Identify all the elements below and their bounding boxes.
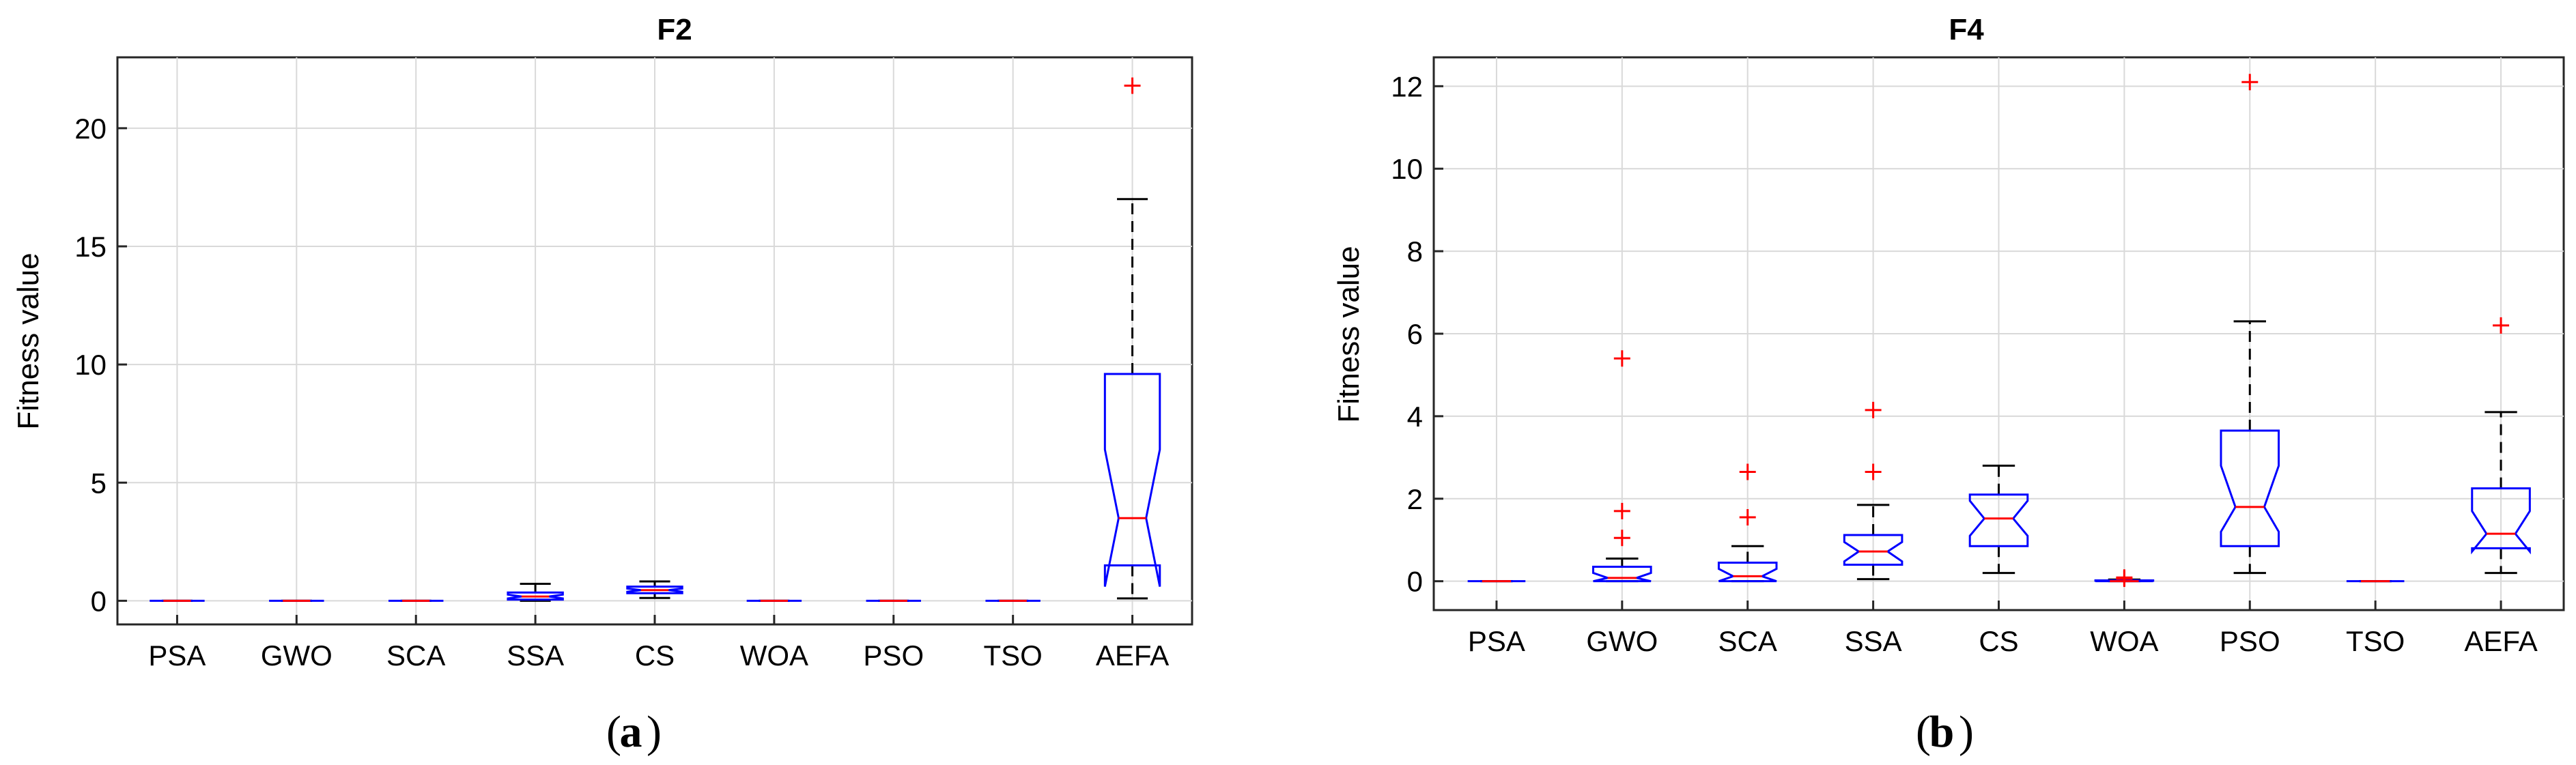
box-body xyxy=(2094,579,2155,583)
box-body xyxy=(1968,493,2029,547)
x-axis: PSA GWO SCA SSA CS WOA PSO TSO AEFA xyxy=(148,615,1169,672)
y-tick-label: 10 xyxy=(1391,153,1423,185)
x-tick-label: SCA xyxy=(386,639,445,672)
svg-text:(: ( xyxy=(606,707,621,757)
boxes xyxy=(1467,74,2531,588)
outlier-marker xyxy=(1739,463,1756,480)
outlier-marker xyxy=(1124,77,1141,94)
outlier-marker xyxy=(2116,569,2133,586)
box-cs xyxy=(1968,464,2029,575)
outlier-marker xyxy=(1613,350,1630,367)
y-tick-label: 4 xyxy=(1407,401,1423,433)
box-body xyxy=(2471,487,2531,555)
panel-letter: a xyxy=(620,707,642,757)
chart-title: F4 xyxy=(1949,13,1984,46)
outlier-marker xyxy=(1865,401,1882,418)
y-tick-label: 6 xyxy=(1407,318,1423,350)
x-tick-label: SSA xyxy=(1845,625,1902,657)
x-tick-label: SCA xyxy=(1718,625,1777,657)
y-axis: 0 2 4 6 8 10 12 xyxy=(1391,70,1443,598)
y-tick-label: 10 xyxy=(74,349,107,381)
y-tick-label: 8 xyxy=(1407,235,1423,268)
x-tick-label: TSO xyxy=(2346,625,2405,657)
chart-title: F2 xyxy=(657,13,692,46)
box-gwo xyxy=(1592,350,1652,583)
x-tick-label: AEFA xyxy=(1096,639,1169,672)
outlier-marker xyxy=(2241,74,2259,91)
outlier-marker xyxy=(2493,317,2510,334)
box-aefa xyxy=(1103,77,1161,600)
panel-label: ( b ) xyxy=(1916,707,1974,757)
svg-text:): ) xyxy=(647,707,662,757)
x-tick-label: CS xyxy=(635,639,675,672)
x-tick-label: WOA xyxy=(740,639,808,672)
panel-letter: b xyxy=(1929,707,1955,757)
x-tick-label: AEFA xyxy=(2464,625,2537,657)
x-tick-label: TSO xyxy=(983,639,1042,672)
chart-f4: F4 0 2 4 6 8 10 12 PSA GWO SCA SSA CS WOA PSO TSO AEFA… xyxy=(1332,13,2565,757)
box-cs xyxy=(626,580,683,599)
y-tick-label: 12 xyxy=(1391,70,1423,102)
outlier-marker xyxy=(1865,463,1882,480)
box-body xyxy=(1717,561,1778,583)
box-body xyxy=(507,591,564,601)
x-tick-label: WOA xyxy=(2090,625,2158,657)
x-tick-label: CS xyxy=(1979,625,2018,657)
panel-label: ( a ) xyxy=(606,707,662,757)
boxes xyxy=(150,77,1161,602)
y-axis: 0 5 10 15 20 xyxy=(74,113,127,617)
outlier-marker xyxy=(1613,502,1630,519)
x-tick-label: SSA xyxy=(507,639,564,672)
box-body xyxy=(2220,429,2280,547)
x-tick-label: PSA xyxy=(148,639,206,672)
y-axis-label: Fitness value xyxy=(1332,246,1365,422)
box-body xyxy=(1843,534,1903,566)
svg-text:(: ( xyxy=(1916,707,1931,757)
svg-text:): ) xyxy=(1959,707,1974,757)
y-tick-label: 2 xyxy=(1407,483,1423,515)
y-tick-label: 5 xyxy=(91,467,107,499)
outlier-marker xyxy=(1739,508,1756,525)
box-body xyxy=(626,586,683,594)
box-pso xyxy=(2220,74,2280,575)
box-ssa xyxy=(1843,401,1903,581)
box-body xyxy=(1592,566,1652,583)
outlier-marker xyxy=(1613,530,1630,547)
box-body xyxy=(1103,373,1161,587)
y-axis-label: Fitness value xyxy=(12,252,45,429)
box-sca xyxy=(1717,463,1778,583)
box-aefa xyxy=(2471,317,2531,575)
x-tick-label: GWO xyxy=(1586,625,1658,657)
y-tick-label: 15 xyxy=(74,231,107,263)
x-axis: PSA GWO SCA SSA CS WOA PSO TSO AEFA xyxy=(1468,601,2538,657)
x-tick-label: PSA xyxy=(1468,625,1525,657)
y-tick-label: 0 xyxy=(91,585,107,617)
box-ssa xyxy=(507,582,564,602)
x-tick-label: PSO xyxy=(2220,625,2280,657)
x-tick-label: GWO xyxy=(261,639,332,672)
y-tick-label: 0 xyxy=(1407,566,1423,598)
x-tick-label: PSO xyxy=(863,639,924,672)
grid xyxy=(1434,57,2564,610)
box-woa xyxy=(2094,569,2155,588)
y-tick-label: 20 xyxy=(74,113,107,145)
